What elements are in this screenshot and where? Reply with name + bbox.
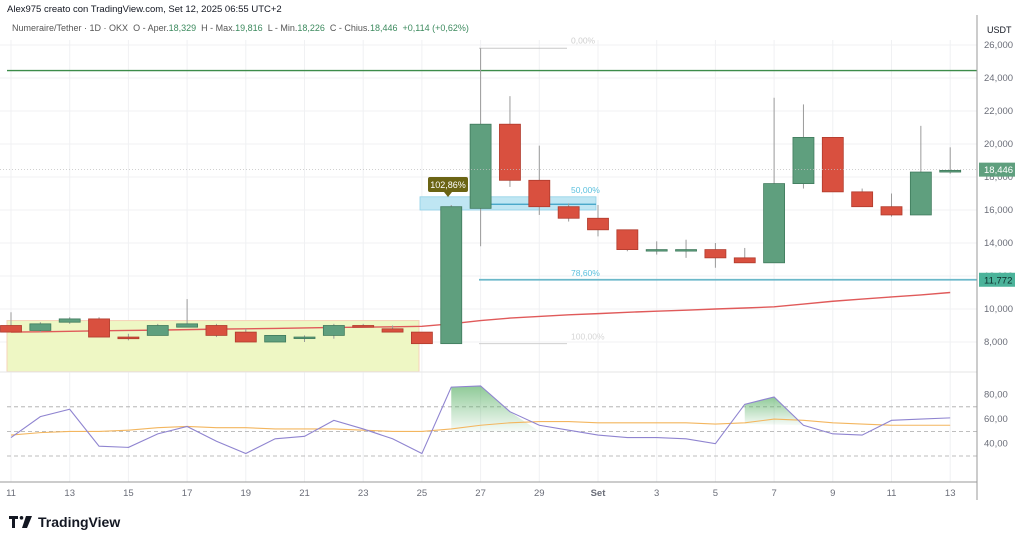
time-tick: 11: [6, 488, 16, 499]
candle-down: [616, 229, 639, 251]
rsi-tick: 80,00: [984, 390, 1008, 401]
candle-up: [763, 183, 785, 264]
candle-down: [587, 217, 609, 231]
candle-up: [675, 249, 697, 252]
price-tick: 16,000: [984, 205, 1013, 216]
time-tick: 11: [887, 488, 897, 499]
svg-text:11,772: 11,772: [984, 275, 1012, 286]
time-tick: 13: [64, 488, 75, 499]
currency-label: USDT: [987, 25, 1012, 35]
candle-down: [352, 325, 375, 328]
candle-up: [264, 334, 287, 343]
symbol-legend: Numeraire/Tether · 1D · OKX O - Aper.18,…: [12, 23, 469, 33]
price-tick: 8,000: [984, 337, 1008, 348]
time-tick: 25: [417, 488, 428, 499]
candle-down: [528, 179, 551, 208]
time-tick: 7: [771, 488, 776, 499]
candle-up: [909, 171, 932, 216]
time-tick: 23: [358, 488, 369, 499]
rsi-line: [10, 385, 951, 455]
price-tick: 14,000: [984, 238, 1013, 249]
candle-up: [469, 123, 492, 209]
close-value: 18,446: [369, 23, 398, 33]
candle-up: [322, 325, 345, 336]
candle-up: [440, 206, 463, 345]
time-tick: 3: [654, 488, 659, 499]
candle-up: [792, 136, 815, 184]
low-value: 18,226: [297, 23, 325, 33]
candle-down: [499, 123, 521, 181]
candle-up: [293, 336, 316, 339]
fib-786-label: 78,60%: [571, 268, 600, 278]
rsi-overbought-fill: [451, 385, 540, 432]
candle-up: [939, 169, 962, 173]
time-tick: 21: [299, 488, 310, 499]
rsi-overbought-fill: [744, 396, 804, 426]
svg-text:18,446: 18,446: [984, 165, 1013, 176]
time-tick: 17: [182, 488, 193, 499]
time-tick: 15: [123, 488, 134, 499]
candle-down: [410, 331, 433, 345]
candle-down: [733, 257, 756, 264]
price-tick: 18,000: [984, 172, 1013, 183]
candle-down: [117, 336, 140, 340]
last-price-badge: 18,446: [979, 162, 1015, 177]
candle-down: [821, 136, 844, 193]
callout-pointer: [444, 192, 452, 197]
candle-down: [0, 325, 22, 333]
candle-up: [176, 323, 199, 328]
time-tick: 9: [830, 488, 835, 499]
price-tick: 20,000: [984, 139, 1013, 150]
time-tick: 27: [475, 488, 486, 499]
price-tick: 26,000: [984, 40, 1013, 51]
candle-up: [29, 323, 52, 331]
candle-down: [557, 206, 580, 219]
candle-down: [704, 249, 727, 259]
rsi-tick: 60,00: [984, 414, 1008, 425]
time-tick: 19: [241, 488, 252, 499]
tradingview-logo-text: TradingView: [38, 514, 121, 530]
rsi-tick: 40,00: [984, 439, 1008, 450]
tradingview-logo-icon: [9, 516, 32, 528]
candle-up: [58, 318, 81, 323]
fib-50-label: 50,00%: [571, 185, 600, 195]
callout-box: [428, 177, 468, 192]
percent-callout: 102,86%: [428, 177, 468, 197]
candle-down: [88, 318, 110, 338]
open-value: 18,329: [168, 23, 197, 33]
chart-credit: Alex975 creato con TradingView.com, Set …: [7, 4, 282, 15]
candle-up: [146, 325, 169, 336]
time-tick: Set: [591, 488, 607, 499]
candle-down: [234, 331, 257, 343]
change-value: +0,114 (+0,62%): [402, 23, 469, 33]
candle-down: [880, 206, 903, 216]
candle-down: [381, 328, 404, 333]
high-value: 19,816: [235, 23, 263, 33]
candle-up: [645, 249, 668, 252]
time-tick: 29: [534, 488, 545, 499]
fib-100-label: 100,00%: [571, 332, 605, 342]
fib-50-zone: [419, 196, 597, 211]
price-tick: 10,000: [984, 304, 1013, 315]
price-tick: 22,000: [984, 106, 1013, 117]
rsi-ma-line: [10, 418, 951, 436]
callout-text: 102,86%: [430, 180, 466, 190]
candle-down: [205, 325, 228, 336]
candle-down: [851, 191, 874, 208]
fib-level-badge: 11,772: [979, 272, 1015, 287]
price-tick: 24,000: [984, 73, 1013, 84]
fib-0-label: 0,00%: [571, 35, 596, 45]
time-tick: 5: [713, 488, 718, 499]
tradingview-logo[interactable]: TradingView: [9, 514, 120, 530]
time-tick: 13: [945, 488, 956, 499]
symbol-name: Numeraire/Tether · 1D · OKX: [12, 23, 129, 33]
